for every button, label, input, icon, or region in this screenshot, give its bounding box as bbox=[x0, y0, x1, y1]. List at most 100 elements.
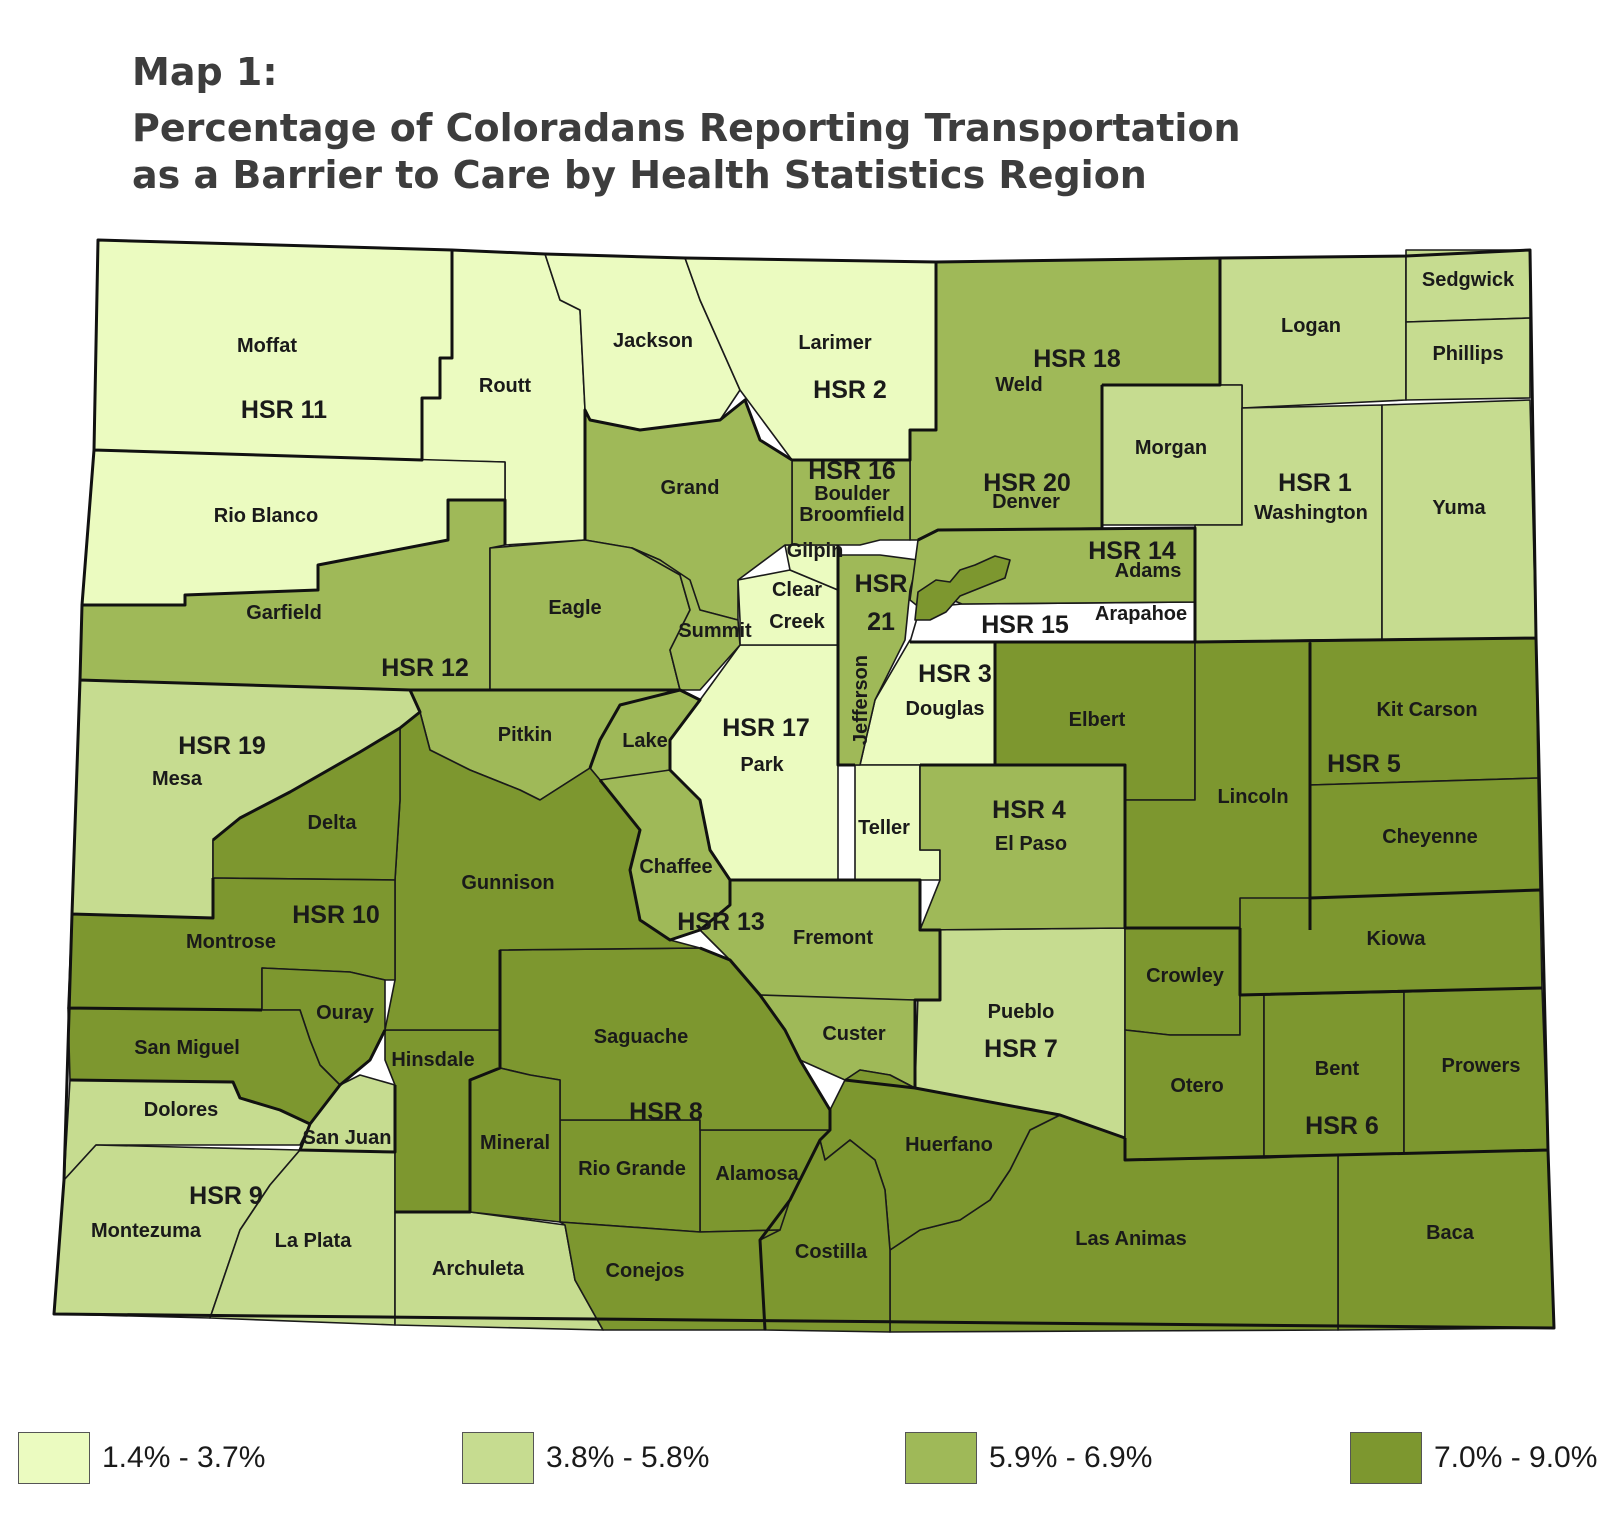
label-kit-carson: Kit Carson bbox=[1376, 699, 1477, 721]
label-hsr-10: HSR 10 bbox=[292, 901, 380, 929]
legend-swatch-4 bbox=[1350, 1432, 1422, 1484]
label-montrose: Montrose bbox=[186, 931, 276, 953]
label-hsr-12: HSR 12 bbox=[381, 654, 469, 682]
label-logan: Logan bbox=[1281, 315, 1341, 337]
label-hsr-4: HSR 4 bbox=[992, 796, 1066, 824]
label-morgan: Morgan bbox=[1135, 437, 1207, 459]
legend-item-4: 7.0% - 9.0% bbox=[1350, 1432, 1597, 1484]
label-huerfano: Huerfano bbox=[905, 1134, 993, 1156]
label-eagle: Eagle bbox=[548, 597, 601, 619]
map-number: Map 1: bbox=[132, 50, 278, 94]
label-jefferson: Jefferson bbox=[850, 655, 872, 745]
label-alamosa: Alamosa bbox=[715, 1163, 799, 1185]
label-adams: Adams bbox=[1115, 560, 1182, 582]
label-hsr-7: HSR 7 bbox=[984, 1035, 1058, 1063]
label-hsr-21-a: HSR bbox=[855, 570, 908, 598]
label-hsr-15: HSR 15 bbox=[981, 611, 1069, 639]
label-fremont: Fremont bbox=[793, 927, 873, 949]
label-hsr-8: HSR 8 bbox=[629, 1098, 703, 1126]
label-san-juan: San Juan bbox=[303, 1127, 392, 1149]
label-larimer: Larimer bbox=[798, 332, 872, 354]
label-gunnison: Gunnison bbox=[461, 872, 554, 894]
label-hinsdale: Hinsdale bbox=[391, 1049, 474, 1071]
label-hsr-11: HSR 11 bbox=[241, 396, 327, 424]
label-weld: Weld bbox=[995, 374, 1042, 396]
label-hsr-6: HSR 6 bbox=[1305, 1112, 1379, 1140]
label-gilpin: Gilpin bbox=[787, 540, 844, 562]
label-elbert: Elbert bbox=[1069, 709, 1126, 731]
label-hsr-18: HSR 18 bbox=[1033, 345, 1121, 373]
label-garfield: Garfield bbox=[246, 602, 322, 624]
label-douglas: Douglas bbox=[906, 698, 985, 720]
label-crowley: Crowley bbox=[1146, 965, 1225, 987]
label-costilla: Costilla bbox=[795, 1241, 868, 1263]
label-pitkin: Pitkin bbox=[498, 724, 552, 746]
county-summit[interactable] bbox=[631, 547, 741, 691]
label-custer: Custer bbox=[822, 1023, 886, 1045]
label-saguache: Saguache bbox=[594, 1026, 688, 1048]
legend-item-2: 3.8% - 5.8% bbox=[462, 1432, 709, 1484]
label-arapahoe: Arapahoe bbox=[1095, 603, 1187, 625]
label-el-paso: El Paso bbox=[995, 833, 1067, 855]
label-delta: Delta bbox=[308, 812, 358, 834]
label-montezuma: Montezuma bbox=[91, 1220, 202, 1242]
label-ouray: Ouray bbox=[316, 1002, 375, 1024]
legend-swatch-2 bbox=[462, 1432, 534, 1484]
label-summit: Summit bbox=[678, 620, 752, 642]
label-cheyenne: Cheyenne bbox=[1382, 826, 1478, 848]
label-rio-blanco: Rio Blanco bbox=[214, 505, 318, 527]
label-san-miguel: San Miguel bbox=[134, 1037, 240, 1059]
label-archuleta: Archuleta bbox=[432, 1258, 525, 1280]
label-park: Park bbox=[740, 754, 784, 776]
label-otero: Otero bbox=[1170, 1075, 1223, 1097]
legend-item-1: 1.4% - 3.7% bbox=[18, 1432, 265, 1484]
label-prowers: Prowers bbox=[1442, 1055, 1521, 1077]
label-routt: Routt bbox=[479, 375, 532, 397]
label-hsr-19: HSR 19 bbox=[178, 732, 266, 760]
hsr-boundaries bbox=[52, 238, 1556, 1331]
legend-label-1: 1.4% - 3.7% bbox=[102, 1441, 266, 1474]
label-phillips: Phillips bbox=[1432, 343, 1503, 365]
legend-swatch-3 bbox=[905, 1432, 977, 1484]
label-kiowa: Kiowa bbox=[1367, 928, 1427, 950]
label-las-animas: Las Animas bbox=[1075, 1228, 1187, 1250]
label-clear-creek-1: Clear bbox=[772, 579, 822, 601]
label-rio-grande: Rio Grande bbox=[578, 1158, 686, 1180]
label-lincoln: Lincoln bbox=[1217, 786, 1288, 808]
label-teller: Teller bbox=[858, 817, 910, 839]
label-hsr-3: HSR 3 bbox=[918, 660, 992, 688]
county-denver[interactable] bbox=[914, 555, 1011, 621]
map-title-line-2: as a Barrier to Care by Health Statistic… bbox=[132, 153, 1147, 197]
label-hsr-14: HSR 14 bbox=[1088, 537, 1176, 565]
label-broomfield: Broomfield bbox=[799, 504, 905, 526]
label-moffat: Moffat bbox=[237, 335, 297, 357]
label-mesa: Mesa bbox=[152, 768, 203, 790]
label-clear-creek-2: Creek bbox=[769, 611, 825, 633]
county-phillips[interactable] bbox=[1405, 317, 1531, 401]
label-sedgwick: Sedgwick bbox=[1422, 269, 1515, 291]
label-lake: Lake bbox=[622, 730, 668, 752]
label-hsr-5: HSR 5 bbox=[1327, 750, 1401, 778]
label-washington: Washington bbox=[1254, 502, 1368, 524]
county-yuma[interactable] bbox=[1381, 399, 1537, 641]
legend-label-2: 3.8% - 5.8% bbox=[546, 1441, 710, 1474]
label-grand: Grand bbox=[661, 477, 720, 499]
label-mineral: Mineral bbox=[480, 1132, 550, 1154]
label-hsr-9: HSR 9 bbox=[189, 1182, 263, 1210]
label-boulder: Boulder bbox=[814, 483, 890, 505]
label-conejos: Conejos bbox=[606, 1260, 685, 1282]
label-jackson: Jackson bbox=[613, 330, 693, 352]
label-hsr-13: HSR 13 bbox=[677, 908, 765, 936]
legend-item-3: 5.9% - 6.9% bbox=[905, 1432, 1152, 1484]
legend-label-4: 7.0% - 9.0% bbox=[1434, 1441, 1598, 1474]
label-yuma: Yuma bbox=[1432, 497, 1486, 519]
label-hsr-21-b: 21 bbox=[867, 608, 895, 636]
label-la-plata: La Plata bbox=[275, 1230, 353, 1252]
label-bent: Bent bbox=[1315, 1058, 1360, 1080]
map-title-line-1: Percentage of Coloradans Reporting Trans… bbox=[132, 106, 1241, 150]
label-dolores: Dolores bbox=[144, 1099, 218, 1121]
label-chaffee: Chaffee bbox=[639, 856, 712, 878]
legend-label-3: 5.9% - 6.9% bbox=[989, 1441, 1153, 1474]
label-baca: Baca bbox=[1426, 1222, 1475, 1244]
